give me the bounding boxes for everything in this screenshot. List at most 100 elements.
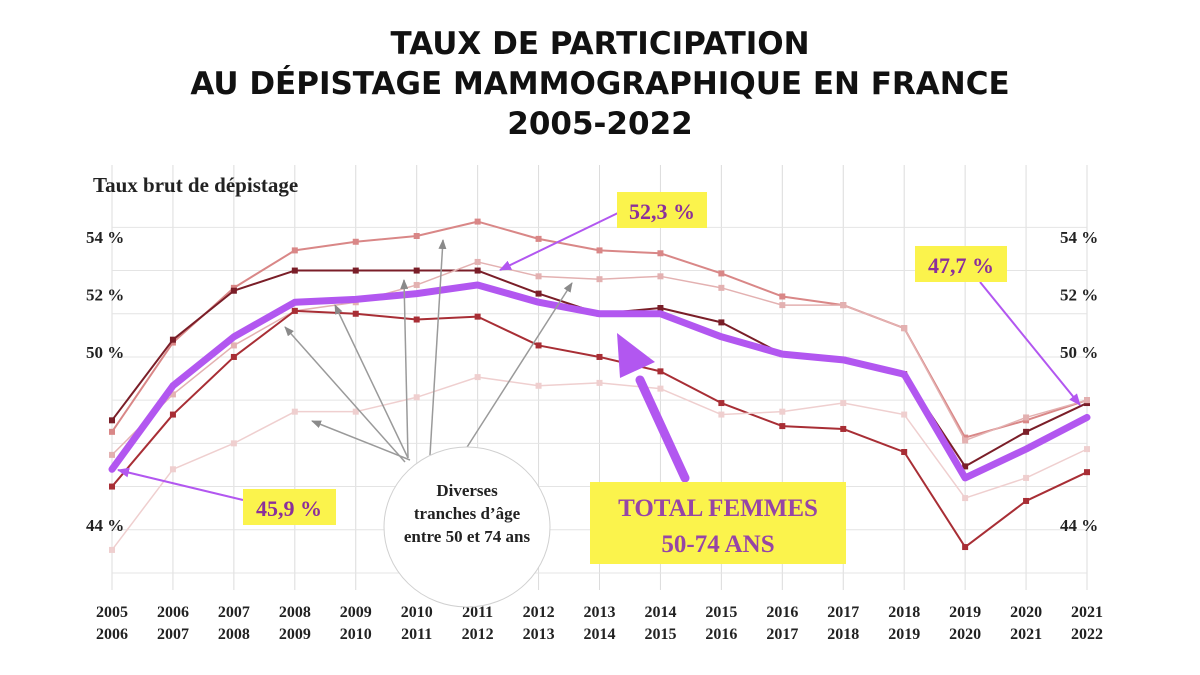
- series-4-point: [230, 353, 237, 360]
- series-5-point: [230, 440, 237, 447]
- x-tick-label-top: 2006: [157, 604, 189, 621]
- series-4-point: [352, 310, 359, 317]
- arrows-layer: [117, 211, 1081, 501]
- series-5-point: [413, 394, 420, 401]
- y-ticks: 54 % 54 % 52 % 52 % 50 % 50 % 44 % 44 %: [86, 228, 1098, 535]
- x-tick-label-top: 2019: [949, 604, 981, 621]
- y-tick-label-left: 54 %: [86, 228, 124, 247]
- x-tick-label-top: 2011: [462, 604, 493, 621]
- series-5-point: [535, 382, 542, 389]
- series-3-point: [474, 258, 481, 265]
- series-1-point: [657, 250, 664, 257]
- grid: [111, 165, 1088, 590]
- series-5-point: [169, 466, 176, 473]
- series-5-point: [474, 374, 481, 381]
- x-tick-label-bottom: 2017: [766, 626, 798, 643]
- series-4-point: [169, 411, 176, 418]
- series-1-point: [109, 428, 115, 435]
- chart-title-line-3: 2005-2022: [507, 106, 693, 142]
- y-tick-label-right: 50 %: [1060, 343, 1098, 362]
- series-4-point: [413, 316, 420, 323]
- series-4-point: [1084, 469, 1090, 476]
- pointer-arrow-gray: [461, 282, 573, 456]
- series-3-point: [840, 302, 847, 309]
- callout-45-9: 45,9 %: [256, 496, 322, 521]
- pointer-arrow-gray: [429, 239, 447, 456]
- series-3-point: [535, 273, 542, 280]
- series-2-point: [109, 417, 115, 424]
- series-4-point: [779, 423, 786, 430]
- series-5-point: [901, 411, 908, 418]
- series-2-point: [230, 287, 237, 294]
- x-tick-label-top: 2015: [705, 604, 737, 621]
- series-1-point: [596, 247, 603, 254]
- chart-title-line-1: TAUX DE PARTICIPATION: [390, 26, 810, 62]
- y-tick-label-left: 44 %: [86, 516, 124, 535]
- x-tick-label-top: 2013: [584, 604, 616, 621]
- x-tick-label-top: 2016: [766, 604, 798, 621]
- pointer-arrow-purple: [979, 281, 1081, 406]
- series-3-point: [1084, 397, 1090, 404]
- series-3-point: [169, 391, 176, 398]
- total-femmes-box: [590, 482, 846, 564]
- series-4-point: [474, 313, 481, 320]
- x-tick-label-top: 2012: [523, 604, 555, 621]
- y-tick-label-left: 50 %: [86, 343, 124, 362]
- x-tick-label-bottom: 2012: [462, 626, 494, 643]
- series-line-6: [108, 281, 1091, 482]
- series-1-point: [352, 238, 359, 245]
- total-femmes-label-line-2: 50-74 ANS: [661, 531, 774, 558]
- pointer-arrow-gray: [284, 326, 406, 463]
- series-1-point: [779, 293, 786, 300]
- pointer-arrow-gray: [400, 279, 409, 459]
- series-4-point: [109, 483, 115, 490]
- series-3-point: [413, 281, 420, 288]
- x-tick-label-top: 2020: [1010, 604, 1042, 621]
- chart-title: TAUX DE PARTICIPATION AU DÉPISTAGE MAMMO…: [0, 24, 1200, 144]
- series-2-point: [352, 267, 359, 274]
- series-3-point: [230, 342, 237, 349]
- x-ticks: 2005 2006 2006 2007 2007 2008 2008 2009 2009 2010…: [96, 604, 1103, 643]
- x-tick-label-top: 2009: [340, 604, 372, 621]
- big-arrow-shaft: [635, 375, 690, 483]
- chart-title-line-2: AU DÉPISTAGE MAMMOGRAPHIQUE EN FRANCE: [190, 66, 1010, 102]
- x-tick-label-bottom: 2009: [279, 626, 311, 643]
- series-4-point: [291, 307, 298, 314]
- y-tick-label-left: 52 %: [86, 286, 124, 305]
- age-groups-label-line-2: tranches d’âge: [414, 504, 521, 523]
- series-1-point: [413, 233, 420, 239]
- series-3-point: [779, 302, 786, 309]
- series-2-point: [169, 336, 176, 343]
- age-groups-label-line-1: Diverses: [436, 481, 498, 500]
- x-tick-label-bottom: 2010: [340, 626, 372, 643]
- x-tick-label-bottom: 2020: [949, 626, 981, 643]
- x-tick-label-bottom: 2018: [827, 626, 859, 643]
- callout-box-47-7: [915, 246, 1007, 282]
- x-tick-label-bottom: 2016: [705, 626, 737, 643]
- series-5-point: [779, 408, 786, 415]
- x-tick-label-top: 2021: [1071, 604, 1103, 621]
- x-tick-label-top: 2008: [279, 604, 311, 621]
- series-1-point: [291, 247, 298, 254]
- series-3-point: [1023, 414, 1030, 421]
- series-3-point: [596, 276, 603, 283]
- x-tick-label-bottom: 2014: [584, 626, 616, 643]
- x-tick-label-bottom: 2019: [888, 626, 920, 643]
- callout-box-52-3: [617, 192, 707, 228]
- x-tick-label-top: 2014: [644, 604, 676, 621]
- x-tick-label-top: 2007: [218, 604, 250, 621]
- y-tick-label-right: 52 %: [1060, 286, 1098, 305]
- callout-box-45-9: [243, 489, 336, 525]
- pointer-arrow-gray: [311, 420, 411, 461]
- x-tick-label-top: 2005: [96, 604, 128, 621]
- series-5-point: [109, 546, 115, 553]
- x-tick-label-bottom: 2006: [96, 626, 128, 643]
- series-3-point: [718, 284, 725, 291]
- pointer-arrow-purple: [499, 211, 621, 271]
- x-tick-label-top: 2010: [401, 604, 433, 621]
- series-1-point: [474, 218, 481, 225]
- series-5-point: [352, 408, 359, 415]
- series-4-point: [535, 342, 542, 349]
- series-5-point: [840, 400, 847, 407]
